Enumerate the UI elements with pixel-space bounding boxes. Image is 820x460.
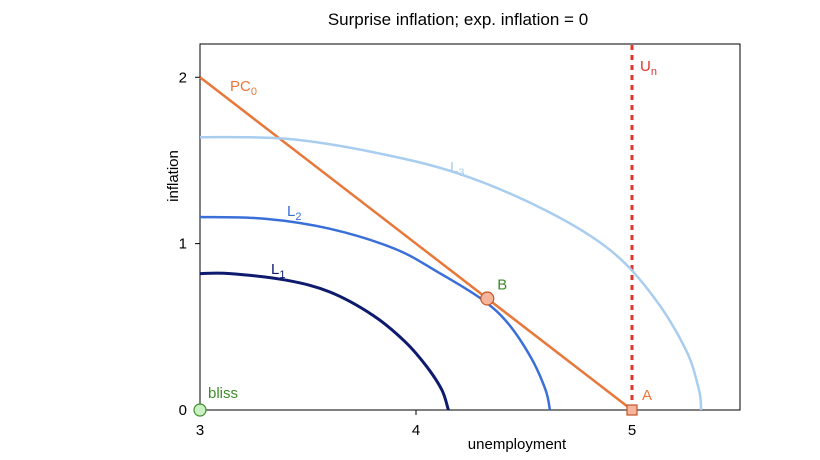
x-tick-label: 4 [412,422,420,439]
loss-curve-1 [199,271,450,411]
phillips-curve-line [199,76,633,411]
x-tick-label: 5 [628,422,636,439]
point-A [626,404,638,416]
series-label: L3 [450,159,464,179]
chart-marks [193,44,703,417]
y-tick-label: 1 [179,236,187,253]
series-label: L2 [287,203,301,223]
point-bliss [193,403,207,417]
series-label: L1 [271,261,285,281]
plot-frame [199,43,741,411]
chart-labels: PC0 Un L1 L2 L3 bliss B A [208,58,657,404]
chart-title: Surprise inflation; exp. inflation = 0 [328,10,588,29]
point-label: bliss [208,385,238,402]
loss-curve-2 [199,215,552,411]
point-label: A [642,387,652,404]
y-tick-label: 0 [179,402,187,419]
series-label: PC0 [230,78,257,98]
x-tick-label: 3 [196,422,204,439]
y-tick-label: 2 [179,69,187,86]
series-label: Un [640,58,657,78]
point-B [480,291,495,306]
y-axis-label: inflation [165,150,182,202]
point-label: B [497,277,507,294]
x-axis-label: unemployment [468,436,567,453]
loss-curve-3 [199,135,703,411]
